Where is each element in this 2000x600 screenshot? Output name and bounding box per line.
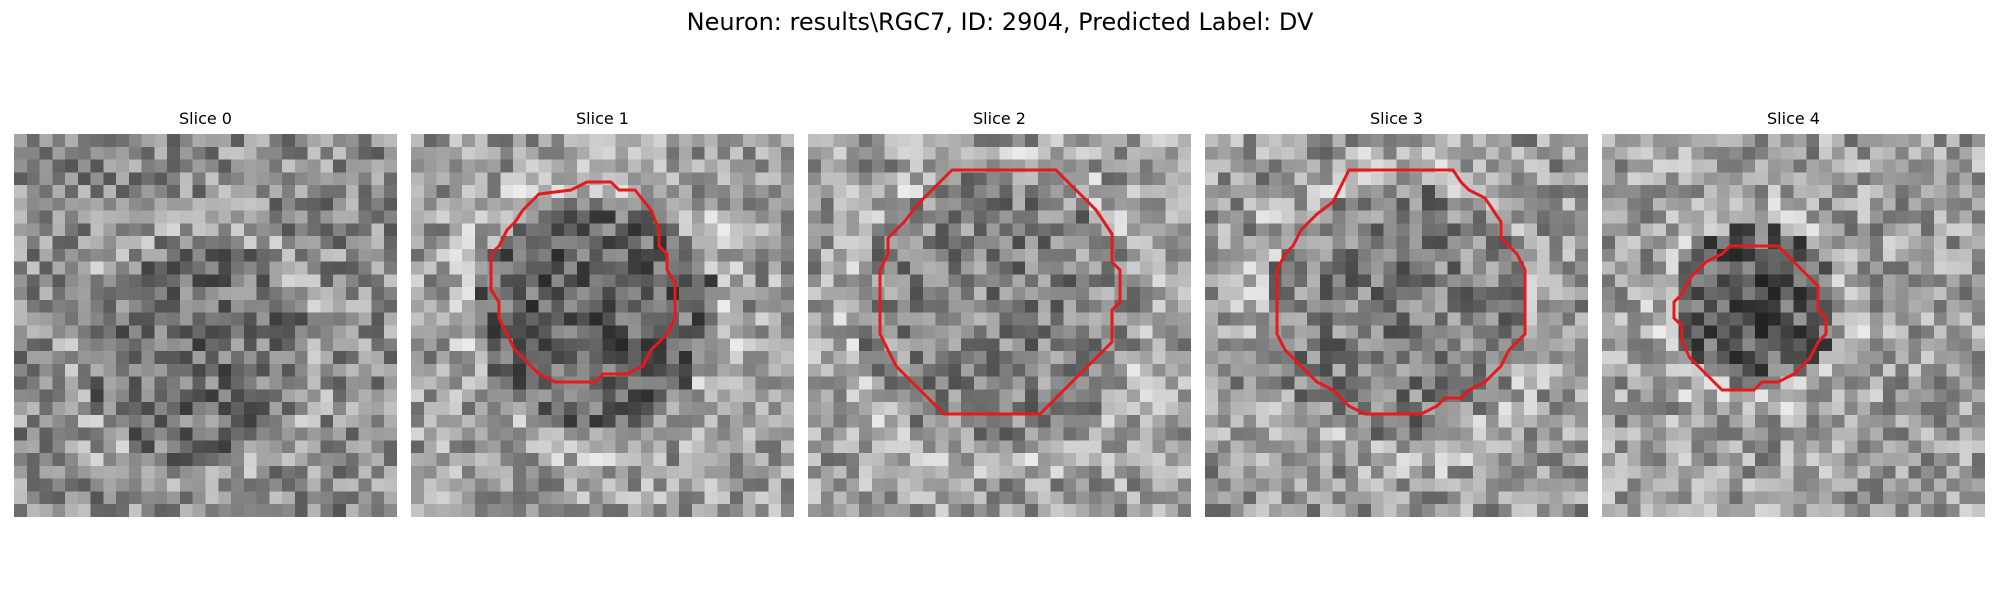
slice-1-panel: Slice 1 — [411, 108, 794, 517]
slice-3-panel: Slice 3 — [1205, 108, 1588, 517]
slice-4-overlay — [1672, 244, 1828, 392]
slice-0-canvas — [14, 134, 397, 517]
slice-4-panel: Slice 4 — [1602, 108, 1985, 517]
slice-2-panel: Slice 2 — [808, 108, 1191, 517]
slice-1-contour — [489, 180, 677, 384]
slice-2-canvas — [808, 134, 1191, 517]
slice-0-title: Slice 0 — [179, 109, 232, 128]
slice-3-overlay — [1275, 168, 1527, 416]
slice-1-image — [411, 134, 794, 517]
slice-2-overlay — [878, 168, 1122, 416]
slice-3-title: Slice 3 — [1370, 109, 1423, 128]
slice-3-image — [1205, 134, 1588, 517]
slice-1-overlay — [489, 180, 677, 384]
slice-4-contour — [1672, 244, 1828, 392]
slice-4-canvas — [1602, 134, 1985, 517]
slice-2-contour — [878, 168, 1122, 416]
slice-0-panel: Slice 0 — [14, 108, 397, 517]
slice-2-title: Slice 2 — [973, 109, 1026, 128]
slice-3-contour — [1275, 168, 1527, 416]
slice-1-canvas — [411, 134, 794, 517]
slice-0-image — [14, 134, 397, 517]
figure-title: Neuron: results\RGC7, ID: 2904, Predicte… — [686, 8, 1314, 36]
slice-4-title: Slice 4 — [1767, 109, 1820, 128]
slice-4-image — [1602, 134, 1985, 517]
slice-2-image — [808, 134, 1191, 517]
slice-1-title: Slice 1 — [576, 109, 629, 128]
